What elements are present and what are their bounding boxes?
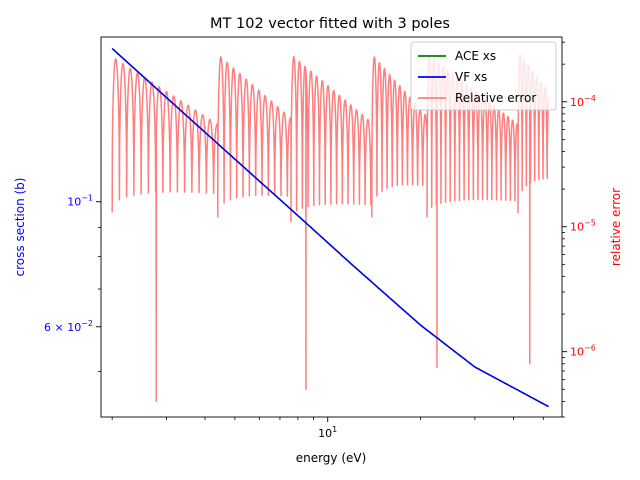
x-axis-label: energy (eV) [296,451,367,465]
legend-label: ACE xs [455,49,496,63]
series-layer [111,47,550,408]
legend-label: VF xs [455,70,487,84]
y-left-tick-label: 6 × 10−2 [44,319,93,334]
relative-error-line [111,54,550,403]
legend: ACE xs VF xs Relative error [410,41,557,111]
y-axis-right-label: relative error [609,188,623,266]
legend-label: Relative error [455,91,536,105]
vf-xs-line [111,47,549,408]
legend-box [410,41,557,111]
y-right-tick-label-exponent: −6 [584,344,596,353]
y-axis-left-label: cross section (b) [13,178,27,277]
y-left-tick-label-exponent: −1 [81,194,93,203]
y-right-tick-label-exponent: −5 [584,219,596,228]
x-tick-label-exponent: 1 [332,425,337,434]
y-right-tick-label-exponent: −4 [584,94,596,103]
y-left-tick-label-exponent: −2 [81,319,93,328]
chart-title: MT 102 vector fitted with 3 poles [210,16,450,32]
